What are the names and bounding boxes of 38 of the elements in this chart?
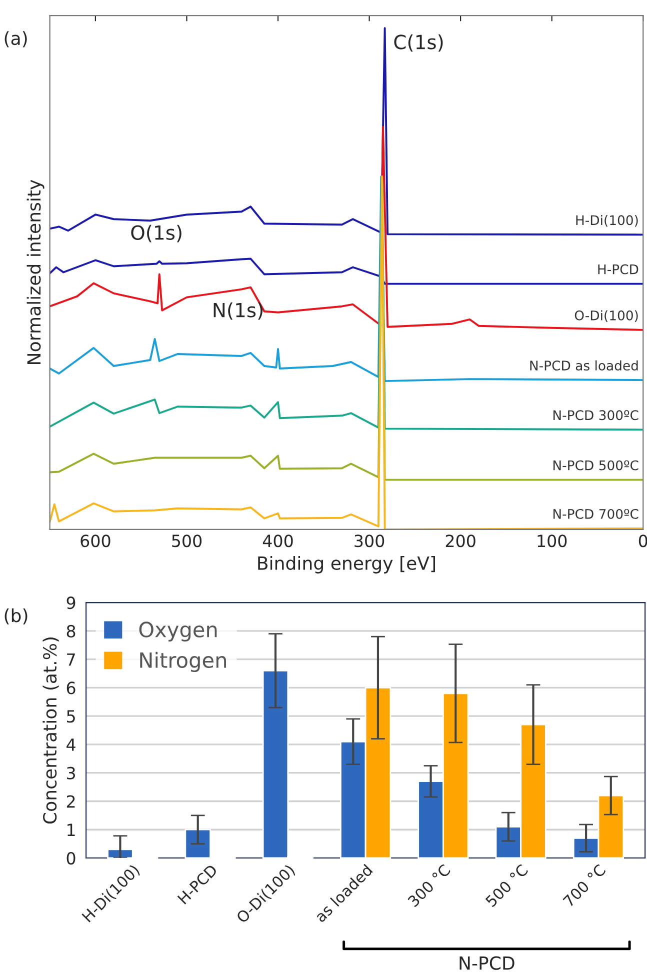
x-tick-label: 500 °C: [484, 864, 529, 908]
y-tick-label: 4: [66, 738, 76, 751]
x-tick-label: 700 °C: [562, 864, 606, 908]
series-label: H-PCD: [598, 264, 638, 274]
y-tick-label: 0: [66, 852, 76, 865]
legend-label: Oxygen: [139, 622, 217, 642]
y-axis-title: Concentration (at.%): [42, 638, 59, 824]
x-tick-label: 200: [446, 534, 476, 548]
text: (a): [4, 31, 27, 48]
x-tick-label: 500: [172, 534, 202, 548]
annotation: C(1s): [394, 34, 443, 52]
series-label: N-PCD 500ºC: [553, 460, 638, 470]
series-label: N-PCD as loaded: [530, 360, 638, 371]
y-tick-label: 6: [66, 682, 76, 694]
annotation: N(1s): [214, 302, 262, 320]
series-label: O-Di(100): [574, 310, 638, 322]
text: (b): [4, 608, 28, 624]
y-tick-label: 2: [66, 795, 75, 808]
x-tick-label: 0: [638, 534, 647, 548]
legend-label: Nitrogen: [140, 652, 226, 672]
y-tick-label: 1: [68, 824, 75, 836]
y-tick-label: 3: [66, 766, 75, 780]
x-tick-label: 300 °C: [407, 864, 451, 908]
x-axis-title: Binding energy [eV]: [258, 556, 435, 574]
text: N-PCD: [460, 956, 514, 970]
series-label: N-PCD 300ºC: [553, 410, 638, 420]
x-tick-label: 300: [354, 534, 384, 548]
x-tick-label: 600: [80, 534, 110, 548]
y-axis-title: Normalized intensity: [26, 180, 44, 364]
x-tick-label: 400: [262, 534, 293, 548]
annotation: O(1s): [131, 224, 182, 242]
y-tick-label: 9: [66, 596, 76, 610]
y-tick-label: 7: [67, 654, 75, 666]
y-tick-label: 8: [66, 624, 76, 638]
series-label: N-PCD 700ºC: [553, 508, 638, 519]
x-tick-label: 100: [538, 534, 567, 548]
y-tick-label: 5: [67, 710, 75, 723]
series-label: H-Di(100): [576, 214, 638, 227]
